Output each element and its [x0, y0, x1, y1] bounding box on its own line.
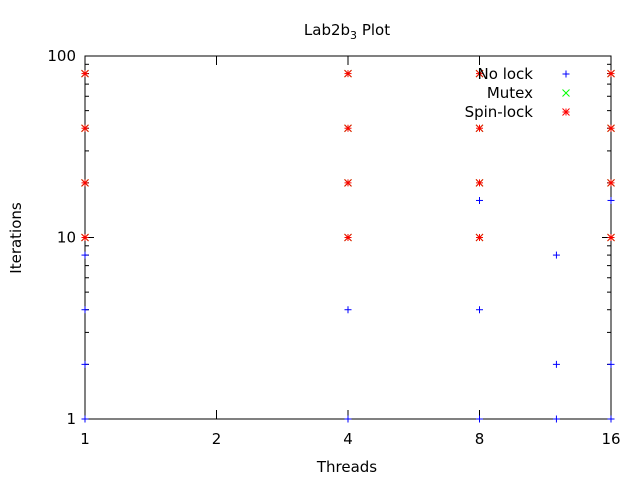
data-point-no-lock — [476, 306, 483, 314]
x-tick-label: 16 — [601, 430, 620, 448]
x-axis: 1 2 4 8 16 — [80, 56, 621, 448]
y-tick-label: 100 — [47, 47, 76, 65]
data-point-spin-lock — [475, 124, 484, 133]
chart-title: Lab2b3 Plot — [304, 21, 390, 42]
data-point-no-lock — [81, 251, 89, 259]
y-axis: 1 10 100 — [47, 47, 611, 428]
data-point-no-lock — [607, 415, 615, 423]
data-point-no-lock — [552, 251, 560, 259]
data-point-no-lock — [81, 415, 89, 423]
data-point-no-lock — [476, 196, 483, 204]
data-point-spin-lock — [344, 124, 352, 133]
data-point-no-lock — [607, 196, 615, 204]
data-point-spin-lock — [344, 179, 352, 187]
y-tick-label: 1 — [66, 410, 76, 428]
x-tick-label: 1 — [80, 430, 90, 448]
x-tick-label: 2 — [212, 430, 222, 448]
x-tick-label: 8 — [475, 430, 485, 448]
x-tick-label: 4 — [343, 430, 353, 448]
legend-marker-no-lock — [562, 70, 570, 78]
data-point-spin-lock — [607, 233, 615, 242]
data-point-spin-lock — [607, 179, 615, 187]
data-point-no-lock — [476, 415, 483, 423]
data-point-no-lock — [81, 306, 89, 314]
x-axis-title: Threads — [316, 458, 377, 476]
data-point-spin-lock — [81, 233, 89, 242]
data-points — [81, 69, 615, 423]
legend-marker-mutex — [562, 89, 570, 97]
data-point-spin-lock — [607, 124, 615, 133]
data-point-no-lock — [344, 415, 352, 423]
data-point-spin-lock — [344, 69, 352, 78]
data-point-spin-lock — [475, 69, 484, 78]
data-point-spin-lock — [475, 233, 484, 242]
data-point-no-lock — [81, 360, 89, 368]
legend-label-no-lock: No lock — [478, 65, 534, 83]
legend-label-spin-lock: Spin-lock — [465, 103, 534, 121]
data-point-no-lock — [552, 360, 560, 368]
data-point-spin-lock — [81, 69, 89, 78]
data-point-no-lock — [344, 306, 352, 314]
y-axis-title: Iterations — [7, 202, 25, 274]
legend-marker-spin-lock — [562, 108, 570, 116]
data-point-spin-lock — [344, 233, 352, 242]
data-point-no-lock — [607, 360, 615, 368]
data-point-no-lock — [552, 415, 560, 423]
y-tick-label: 10 — [57, 229, 76, 247]
legend-label-mutex: Mutex — [487, 84, 533, 102]
data-point-spin-lock — [81, 124, 89, 133]
data-point-spin-lock — [607, 69, 615, 78]
data-point-spin-lock — [475, 179, 484, 187]
data-point-spin-lock — [81, 179, 89, 187]
